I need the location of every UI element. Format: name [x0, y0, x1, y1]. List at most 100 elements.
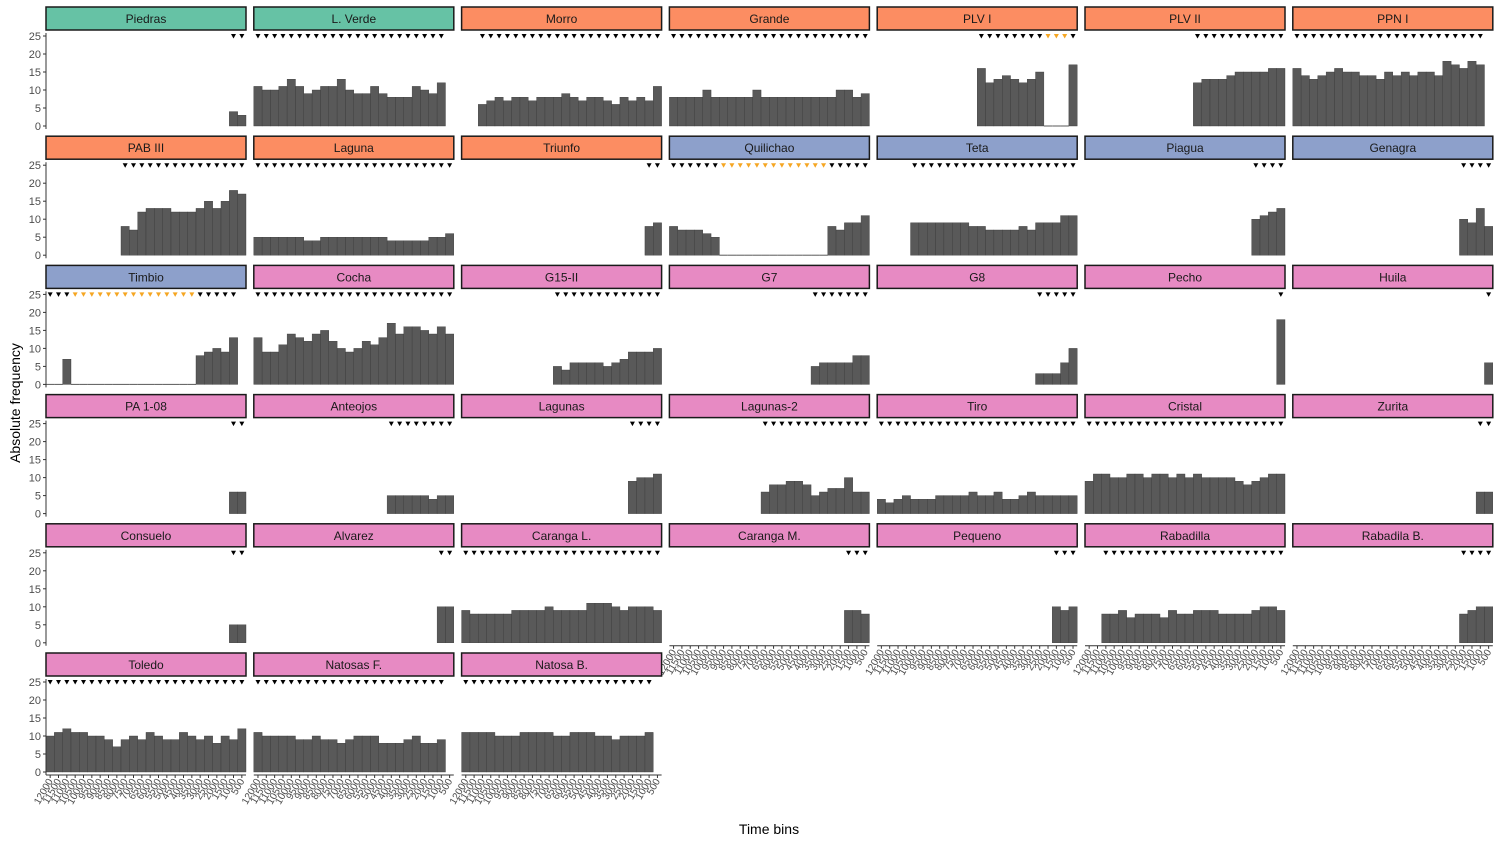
- panel-strip-label: Toledo: [128, 658, 164, 672]
- panel-teta: Teta: [876, 135, 1078, 256]
- bar: [1409, 75, 1419, 127]
- y-tick-label: 10: [29, 473, 41, 485]
- marker: [1245, 550, 1250, 556]
- marker: [862, 292, 868, 297]
- marker: [388, 421, 394, 427]
- marker: [1253, 34, 1259, 39]
- bar: [594, 603, 604, 644]
- bar: [528, 100, 537, 127]
- marker: [1278, 292, 1284, 297]
- bar: [910, 222, 920, 256]
- marker: [1211, 550, 1217, 556]
- marker: [56, 292, 61, 297]
- marker: [1070, 163, 1076, 168]
- marker: [1070, 34, 1076, 39]
- panel-strip-label: PLV II: [1169, 12, 1201, 26]
- bar: [1051, 222, 1061, 256]
- bar: [1234, 481, 1244, 514]
- panel-g7: G7: [668, 264, 871, 385]
- marker: [322, 680, 328, 685]
- panel-strip: [1084, 135, 1286, 160]
- bar: [395, 743, 405, 773]
- marker: [729, 34, 735, 39]
- marker: [338, 680, 344, 685]
- marker: [471, 680, 477, 685]
- bar: [960, 495, 970, 514]
- marker: [47, 292, 53, 297]
- bar: [569, 362, 579, 385]
- panel-strip-label: Tiro: [967, 400, 988, 414]
- bar: [445, 333, 455, 385]
- marker: [1178, 550, 1184, 556]
- bar: [511, 735, 521, 773]
- bar: [403, 240, 413, 256]
- bar: [1035, 373, 1045, 385]
- bar: [154, 735, 163, 773]
- marker: [164, 680, 170, 685]
- bar: [727, 96, 737, 127]
- marker: [1045, 421, 1051, 427]
- bar: [278, 86, 288, 127]
- marker: [114, 680, 120, 685]
- marker: [646, 163, 652, 168]
- bar: [943, 495, 953, 514]
- marker: [671, 163, 677, 168]
- bar: [1218, 613, 1227, 643]
- panel-strip: [1084, 523, 1286, 548]
- bar: [644, 606, 654, 643]
- marker: [1236, 34, 1242, 39]
- y-tick-label: 0: [35, 509, 41, 521]
- bar: [395, 333, 405, 385]
- bar: [1459, 68, 1469, 127]
- marker: [1394, 34, 1400, 39]
- y-tick-label: 25: [29, 31, 41, 43]
- panel-strip: [876, 523, 1078, 548]
- marker: [1186, 421, 1192, 427]
- y-tick-label: 0: [35, 379, 41, 391]
- bar: [420, 240, 430, 256]
- marker: [1186, 550, 1192, 556]
- marker: [347, 34, 353, 39]
- bar: [286, 236, 296, 256]
- bar: [345, 89, 355, 127]
- bar: [1251, 610, 1261, 644]
- bar: [1276, 610, 1286, 644]
- bar: [420, 330, 430, 385]
- panel-strip: [668, 6, 871, 31]
- bar: [611, 104, 621, 127]
- bar: [295, 739, 305, 773]
- bar: [819, 96, 828, 127]
- bar: [261, 351, 271, 385]
- marker: [1319, 34, 1325, 39]
- marker: [654, 550, 660, 556]
- marker: [131, 292, 136, 297]
- panel-strip: [668, 135, 871, 160]
- bar: [278, 344, 288, 385]
- bar: [1484, 226, 1494, 256]
- bar: [1392, 75, 1402, 127]
- marker: [1270, 163, 1275, 168]
- panel-piedras: Piedras 0 5 10 15 20 25: [29, 6, 247, 133]
- bar: [594, 362, 604, 385]
- bar: [261, 236, 271, 256]
- marker: [1003, 163, 1009, 168]
- panel-strip-label: Piedras: [126, 12, 167, 26]
- marker: [422, 34, 428, 39]
- marker: [413, 680, 419, 685]
- marker: [1261, 550, 1267, 556]
- marker: [1486, 550, 1492, 556]
- marker: [654, 292, 660, 297]
- bar: [1475, 491, 1485, 514]
- marker: [447, 292, 453, 297]
- marker: [405, 292, 411, 297]
- marker: [903, 421, 909, 427]
- bar: [237, 193, 247, 256]
- marker: [164, 292, 170, 297]
- marker: [596, 550, 602, 556]
- marker: [1477, 550, 1483, 556]
- bar: [295, 86, 305, 127]
- marker: [995, 34, 1001, 39]
- marker: [862, 163, 868, 168]
- bar: [1334, 68, 1344, 127]
- marker: [621, 550, 627, 556]
